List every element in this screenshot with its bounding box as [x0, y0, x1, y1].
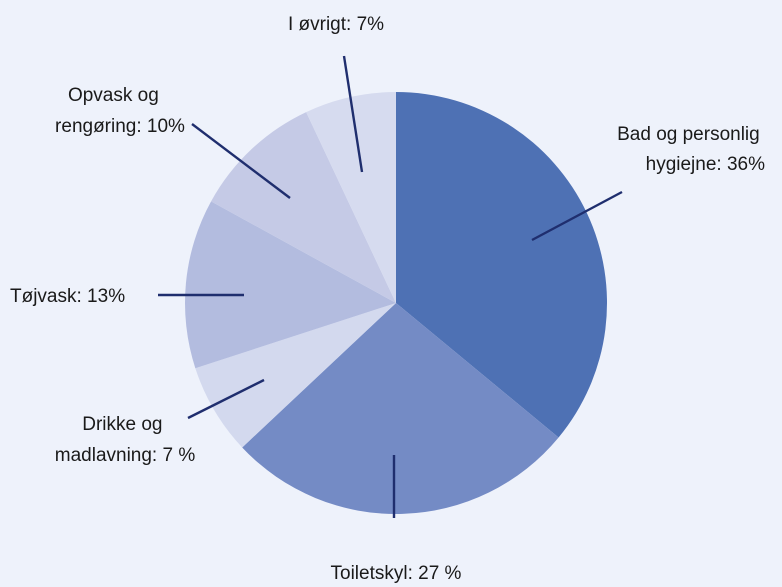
slice-label-drikke-line2: madlavning: 7 % — [55, 445, 196, 466]
slice-label-drikke: Drikke og madlavning: 7 % — [55, 414, 196, 466]
slice-label-tojvask: Tøjvask: 13% — [10, 286, 125, 307]
leader-line-drikke — [187, 378, 265, 420]
svg-text:Opvask og rengøring: 10%: Opvask og rengøring: 10% — [55, 85, 185, 137]
pie-slice-drikke — [195, 303, 396, 448]
pie-slice-ovrigt — [306, 92, 396, 303]
pie-slice-bad — [396, 92, 608, 438]
slice-label-toiletskyl: Toiletskyl: 27 % — [331, 563, 462, 584]
leader-line-opvask — [191, 123, 291, 199]
slice-label-bad: Bad og personlig hygiejne: 36% — [617, 124, 765, 175]
slice-label-drikke-line1: Drikke og — [82, 414, 162, 435]
leader-lines — [158, 55, 623, 518]
svg-text:Drikke og madlavning: 7: Drikke og madlavning: 7 % — [55, 414, 196, 466]
pie-slices — [185, 92, 608, 515]
svg-text:Toiletskyl: 27 %: Toiletskyl: 27 % — [331, 563, 462, 584]
pie-slice-tojvask — [185, 201, 396, 369]
leader-line-ovrigt — [342, 55, 364, 173]
pie-slice-opvask — [211, 112, 396, 303]
svg-text:Bad og personlig hygiejn: Bad og personlig hygiejne: 36% — [617, 124, 765, 175]
slice-label-toiletskyl-line1: Toiletskyl: 27 % — [331, 563, 462, 584]
slice-label-opvask: Opvask og rengøring: 10% — [55, 85, 185, 137]
leader-line-bad — [531, 190, 623, 242]
slice-label-tojvask-line1: Tøjvask: 13% — [10, 286, 125, 307]
svg-text:Tøjvask: 13%: Tøjvask: 13% — [10, 286, 125, 307]
pie-slice-toiletskyl — [242, 303, 559, 515]
slice-label-ovrigt: I øvrigt: 7% — [288, 14, 384, 35]
slice-label-ovrigt-line1: I øvrigt: 7% — [288, 14, 384, 35]
slice-label-bad-line2: hygiejne: 36% — [646, 154, 765, 175]
svg-text:I øvrigt: 7%: I øvrigt: 7% — [288, 14, 384, 35]
slice-label-bad-line1: Bad og personlig — [617, 124, 760, 145]
slice-label-opvask-line2: rengøring: 10% — [55, 116, 185, 137]
slice-label-opvask-line1: Opvask og — [68, 85, 159, 106]
